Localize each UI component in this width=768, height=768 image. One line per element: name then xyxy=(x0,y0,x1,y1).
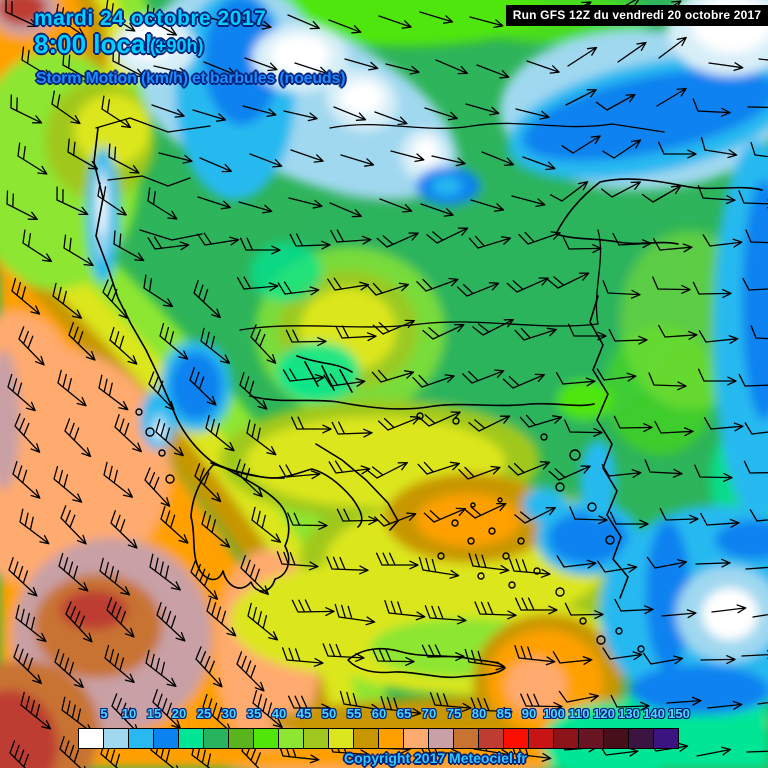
legend-color-box xyxy=(428,729,453,748)
legend-color-box xyxy=(653,729,678,748)
legend-tick-label: 55 xyxy=(346,706,362,721)
legend-color-box xyxy=(628,729,653,748)
legend-color-box xyxy=(603,729,628,748)
legend-tick-label: 45 xyxy=(296,706,312,721)
legend-tick-label: 140 xyxy=(643,706,665,721)
legend-color-box xyxy=(278,729,303,748)
legend-color-box xyxy=(303,729,328,748)
legend-color-box xyxy=(228,729,253,748)
legend-tick-label: 60 xyxy=(371,706,387,721)
legend-color-box xyxy=(553,729,578,748)
legend-color-box xyxy=(328,729,353,748)
legend-color-box xyxy=(378,729,403,748)
legend-color-box xyxy=(79,729,103,748)
legend-tick-label: 15 xyxy=(146,706,162,721)
legend-color-box xyxy=(403,729,428,748)
date-label: mardi 24 octobre 2017 xyxy=(34,7,267,30)
legend-tick-label: 30 xyxy=(221,706,237,721)
legend-color-box xyxy=(503,729,528,748)
legend-color-box xyxy=(253,729,278,748)
islands xyxy=(135,408,645,653)
legend-tick-label: 120 xyxy=(593,706,615,721)
legend-tick-label: 70 xyxy=(421,706,437,721)
legend-tick-label: 80 xyxy=(471,706,487,721)
legend-tick-label: 90 xyxy=(521,706,537,721)
legend-scale: 5 10 15 20 25 30 35 40 45 50 55 60 65 70 75 80 85 90 100 11… xyxy=(78,706,690,750)
wind-barbs-layer xyxy=(5,0,768,768)
time-label: 8:00 locale xyxy=(34,29,167,59)
legend-tick-label: 50 xyxy=(321,706,337,721)
legend-color-box xyxy=(353,729,378,748)
legend-tick-label: 65 xyxy=(396,706,412,721)
legend-tick-label: 25 xyxy=(196,706,212,721)
wind-barbs xyxy=(5,0,768,768)
legend-color-box xyxy=(128,729,153,748)
legend-tick-label: 110 xyxy=(568,706,590,721)
legend-color-box xyxy=(153,729,178,748)
legend-tick-label: 130 xyxy=(618,706,640,721)
legend-tick-label: 20 xyxy=(171,706,187,721)
copyright-label: Copyright 2017 Meteociel.fr xyxy=(344,750,527,766)
legend-tick-label: 75 xyxy=(446,706,462,721)
legend-color-box xyxy=(578,729,603,748)
legend-color-box xyxy=(453,729,478,748)
legend-tick-label: 150 xyxy=(668,706,690,721)
forecast-offset-label: (+90h) xyxy=(150,36,204,56)
legend-color-box xyxy=(103,729,128,748)
legend-color-box xyxy=(203,729,228,748)
legend-tick-label: 5 xyxy=(100,706,108,721)
legend-color-box xyxy=(178,729,203,748)
legend-tick-label: 85 xyxy=(496,706,512,721)
run-info-banner: Run GFS 12Z du vendredi 20 octobre 2017 xyxy=(506,5,768,26)
coastlines xyxy=(93,117,763,679)
legend-tick-label: 40 xyxy=(271,706,287,721)
legend-tick-label: 10 xyxy=(121,706,137,721)
legend-color-box xyxy=(478,729,503,748)
legend-tick-label: 35 xyxy=(246,706,262,721)
legend-color-boxes xyxy=(78,728,679,749)
legend-tick-label: 100 xyxy=(543,706,565,721)
parameter-label: Storm Motion (km/h) et barbules (noeuds) xyxy=(36,70,346,87)
legend-color-box xyxy=(528,729,553,748)
